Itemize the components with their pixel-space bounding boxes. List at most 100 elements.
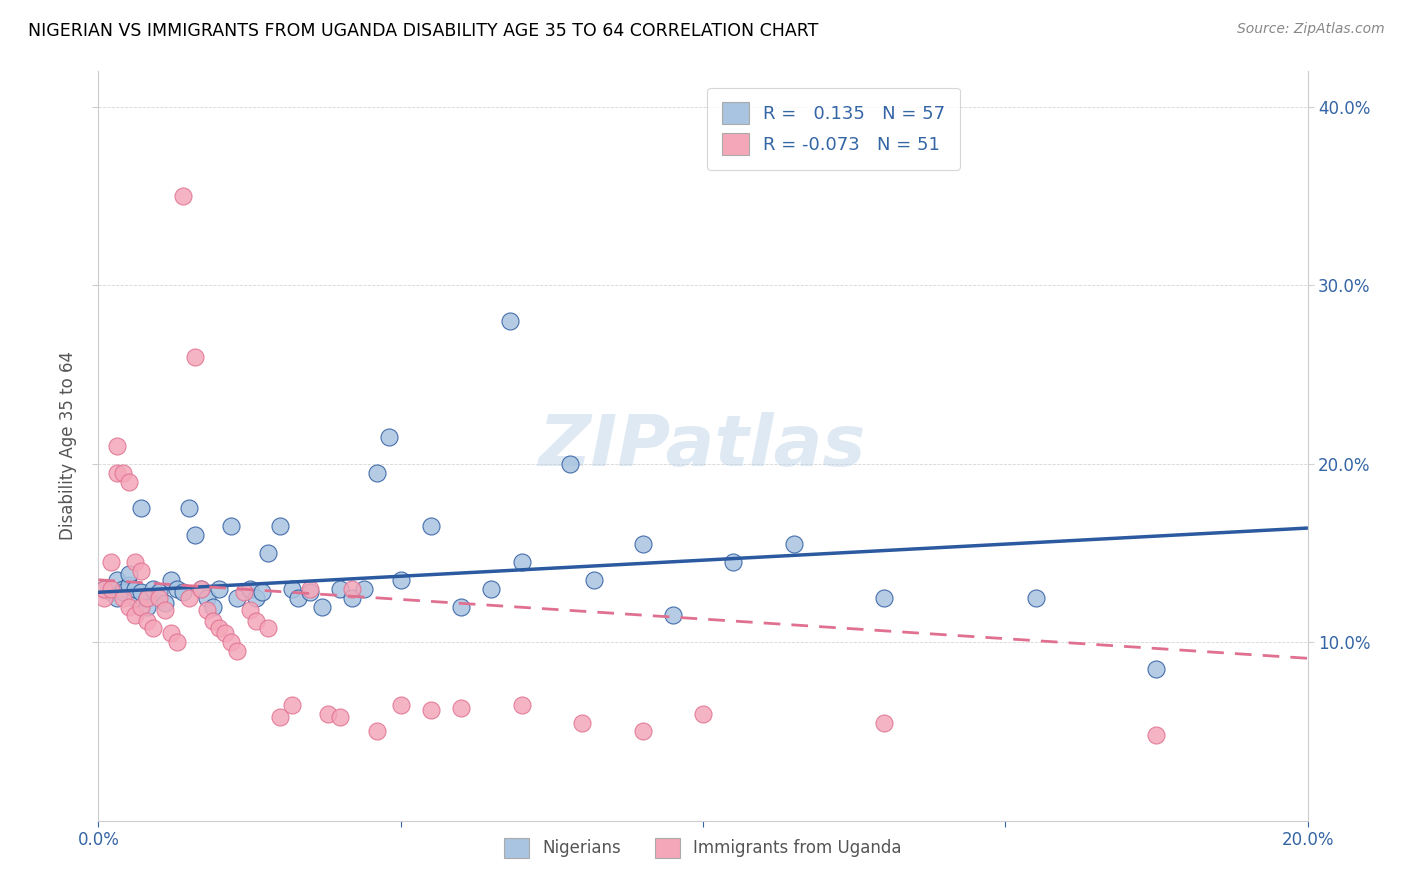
Point — [142, 582, 165, 596]
Point — [377, 430, 399, 444]
Point — [190, 582, 212, 596]
Point — [366, 466, 388, 480]
Point — [510, 555, 533, 569]
Point — [311, 599, 333, 614]
Point — [481, 582, 503, 596]
Point — [316, 706, 339, 721]
Point — [129, 564, 152, 578]
Point — [153, 596, 176, 610]
Text: NIGERIAN VS IMMIGRANTS FROM UGANDA DISABILITY AGE 35 TO 64 CORRELATION CHART: NIGERIAN VS IMMIGRANTS FROM UGANDA DISAB… — [28, 22, 818, 40]
Point — [105, 573, 128, 587]
Point — [299, 585, 322, 599]
Point — [208, 582, 231, 596]
Point — [1144, 728, 1167, 742]
Point — [269, 519, 291, 533]
Point — [179, 591, 201, 605]
Point — [873, 715, 896, 730]
Point — [93, 582, 115, 596]
Point — [142, 621, 165, 635]
Point — [100, 582, 122, 596]
Point — [148, 591, 170, 605]
Legend: Nigerians, Immigrants from Uganda: Nigerians, Immigrants from Uganda — [498, 831, 908, 864]
Point — [353, 582, 375, 596]
Point — [172, 189, 194, 203]
Point — [135, 591, 157, 605]
Point — [105, 439, 128, 453]
Point — [256, 546, 278, 560]
Point — [873, 591, 896, 605]
Point — [190, 582, 212, 596]
Point — [105, 591, 128, 605]
Point — [179, 501, 201, 516]
Point — [498, 314, 520, 328]
Point — [135, 614, 157, 628]
Point — [342, 582, 364, 596]
Point — [256, 621, 278, 635]
Point — [129, 585, 152, 599]
Point — [153, 603, 176, 617]
Point — [118, 599, 141, 614]
Point — [239, 603, 262, 617]
Point — [221, 635, 243, 649]
Point — [245, 614, 267, 628]
Point — [195, 591, 218, 605]
Point — [160, 626, 183, 640]
Point — [631, 537, 654, 551]
Point — [269, 710, 291, 724]
Point — [420, 703, 443, 717]
Point — [184, 528, 207, 542]
Point — [583, 573, 606, 587]
Point — [172, 585, 194, 599]
Point — [692, 706, 714, 721]
Point — [124, 608, 146, 623]
Point — [111, 466, 134, 480]
Point — [450, 599, 472, 614]
Point — [221, 519, 243, 533]
Point — [100, 585, 122, 599]
Point — [558, 457, 581, 471]
Point — [571, 715, 593, 730]
Point — [281, 698, 304, 712]
Point — [93, 582, 115, 596]
Point — [281, 582, 304, 596]
Point — [118, 567, 141, 582]
Y-axis label: Disability Age 35 to 64: Disability Age 35 to 64 — [59, 351, 77, 541]
Point — [202, 599, 225, 614]
Point — [118, 578, 141, 592]
Point — [510, 698, 533, 712]
Point — [245, 591, 267, 605]
Point — [129, 599, 152, 614]
Point — [166, 582, 188, 596]
Point — [166, 635, 188, 649]
Point — [631, 724, 654, 739]
Point — [329, 710, 352, 724]
Point — [366, 724, 388, 739]
Point — [124, 591, 146, 605]
Point — [129, 501, 152, 516]
Point — [239, 582, 262, 596]
Point — [1024, 591, 1046, 605]
Point — [389, 698, 412, 712]
Point — [420, 519, 443, 533]
Point — [208, 621, 231, 635]
Point — [287, 591, 309, 605]
Point — [184, 350, 207, 364]
Point — [783, 537, 806, 551]
Text: ZIPatlas: ZIPatlas — [540, 411, 866, 481]
Point — [226, 591, 249, 605]
Point — [329, 582, 352, 596]
Text: Source: ZipAtlas.com: Source: ZipAtlas.com — [1237, 22, 1385, 37]
Point — [1144, 662, 1167, 676]
Point — [389, 573, 412, 587]
Point — [723, 555, 745, 569]
Point — [450, 701, 472, 715]
Point — [661, 608, 683, 623]
Point — [195, 603, 218, 617]
Point — [232, 585, 254, 599]
Point — [118, 475, 141, 489]
Point — [124, 555, 146, 569]
Point — [214, 626, 236, 640]
Point — [160, 573, 183, 587]
Point — [105, 466, 128, 480]
Point — [342, 591, 364, 605]
